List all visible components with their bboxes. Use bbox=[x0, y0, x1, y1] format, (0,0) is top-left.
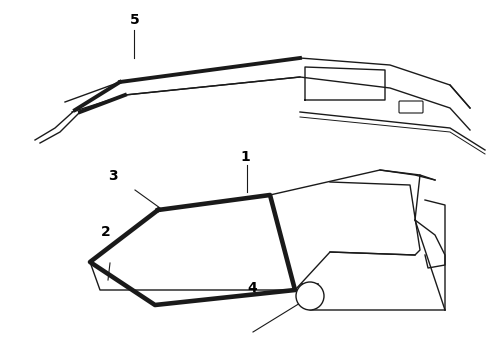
Text: 2: 2 bbox=[100, 225, 110, 239]
Text: 5: 5 bbox=[130, 13, 140, 27]
Circle shape bbox=[296, 282, 324, 310]
FancyBboxPatch shape bbox=[399, 101, 423, 113]
Text: 3: 3 bbox=[108, 170, 118, 183]
Text: 1: 1 bbox=[240, 150, 250, 163]
Polygon shape bbox=[93, 197, 291, 303]
Text: 4: 4 bbox=[247, 281, 257, 295]
